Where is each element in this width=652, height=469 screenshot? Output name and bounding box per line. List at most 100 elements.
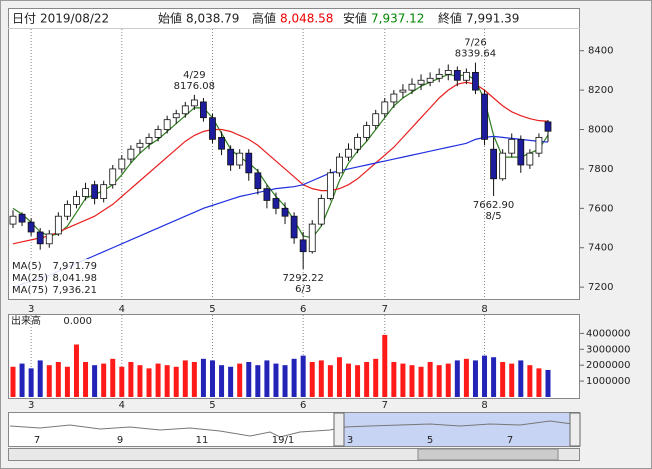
legend-name: MA(5) [12,261,42,272]
navigator-handle[interactable] [569,412,581,447]
volume-bar [101,363,107,397]
volume-bar [73,344,79,397]
x-tick-label: 3 [28,304,34,315]
volume-bar [382,334,388,397]
volume-bar [536,368,542,397]
volume-bar [237,363,243,397]
candle-body [354,136,361,150]
candle-body [172,113,180,119]
volume-bar [155,363,161,397]
candle-body [435,73,443,79]
volume-bar [228,366,234,397]
open: 8,038.79 [186,12,239,26]
candle-body [136,142,144,148]
navigator-label: 9 [117,435,123,446]
navigator-line [9,420,573,438]
candle-body [544,121,552,132]
scroll-thumb[interactable] [417,448,559,461]
volume-bar [110,358,116,397]
candle-body [236,152,244,166]
candle-body [508,138,516,154]
volume-bar [454,360,460,397]
volume-bar [282,365,288,397]
candle-body [345,148,352,158]
navigator-label: 7 [34,435,40,446]
volume-bar [327,365,333,397]
volume-bar [318,360,324,397]
candle-body [254,172,262,190]
candle-body [245,152,253,174]
annotation-date: 6/3 [295,284,311,295]
candle-body [154,129,162,138]
volume-bar [64,366,70,397]
candle-body [263,188,271,201]
volume-bar [273,363,279,397]
candle-body [308,223,316,253]
candle-body [100,184,108,199]
y-tick-label: 8000 [588,125,613,136]
candle-body [372,113,380,126]
x-tick-label: 4 [119,304,125,315]
x-tick-label: 5 [209,400,215,411]
high-label: 高値 [252,11,276,26]
volume-bar [173,366,179,397]
volume-title-value: 0.000 [63,316,92,327]
volume-bar [46,365,52,397]
candle-body [272,198,280,209]
y-tick-label: 8400 [588,46,613,57]
volume-bar [355,365,361,397]
volume-bar [128,362,134,397]
volume-title: 出来高 [11,314,41,327]
candle-body [526,152,534,166]
candle-body [426,77,434,83]
candle-body [281,207,289,217]
navigator-handle[interactable] [333,412,345,447]
volume-bar [291,358,297,397]
volume-bar [509,363,515,397]
candle-body [390,93,398,103]
candle-body [490,148,497,180]
x-tick-label: 8 [481,400,487,411]
candle-body [381,101,389,115]
volume-bar [119,366,125,397]
candle-body [209,117,216,140]
candle-body [45,233,53,245]
volume-bar [491,357,497,397]
volume-bar [37,360,43,397]
y-tick-label: 1000000 [586,376,631,387]
x-tick-label: 3 [28,400,34,411]
volume-bar [200,358,206,397]
candle-body [535,136,543,154]
candle-body [190,99,198,107]
volume-bar [191,362,197,397]
candle-body [517,138,525,166]
candle-body [299,239,307,253]
candle-body [444,70,452,75]
candle-body [163,119,171,130]
low: 7,937.12 [371,12,424,26]
candle-body [9,215,17,225]
navigator-window [342,413,572,446]
volume-bar [309,362,315,397]
legend-box [9,259,99,299]
candle-body [109,168,117,186]
volume-bar [527,365,533,397]
candle-body [399,89,407,93]
legend-name: MA(25) [12,273,48,284]
navigator-label: 19/1 [272,435,294,446]
annotation-date: 8/5 [486,211,502,222]
legend-value: 7,936.21 [52,285,97,296]
volume-bar [427,362,433,397]
candle-body [417,79,425,85]
navigator-label: 3 [347,435,353,446]
volume-bar [364,362,370,397]
candle-body [363,125,371,138]
candle-body [326,172,334,199]
volume-bar [400,363,406,397]
volume-bar [482,355,488,397]
high: 8,048.58 [280,12,333,26]
candle-body [481,93,488,140]
volume-bar [10,366,16,397]
candle-body [453,70,461,81]
close: 7,991.39 [466,12,519,26]
